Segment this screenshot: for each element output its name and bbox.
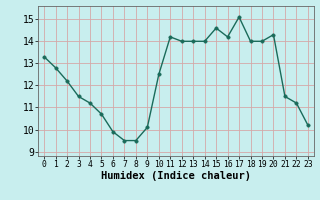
X-axis label: Humidex (Indice chaleur): Humidex (Indice chaleur) — [101, 171, 251, 181]
